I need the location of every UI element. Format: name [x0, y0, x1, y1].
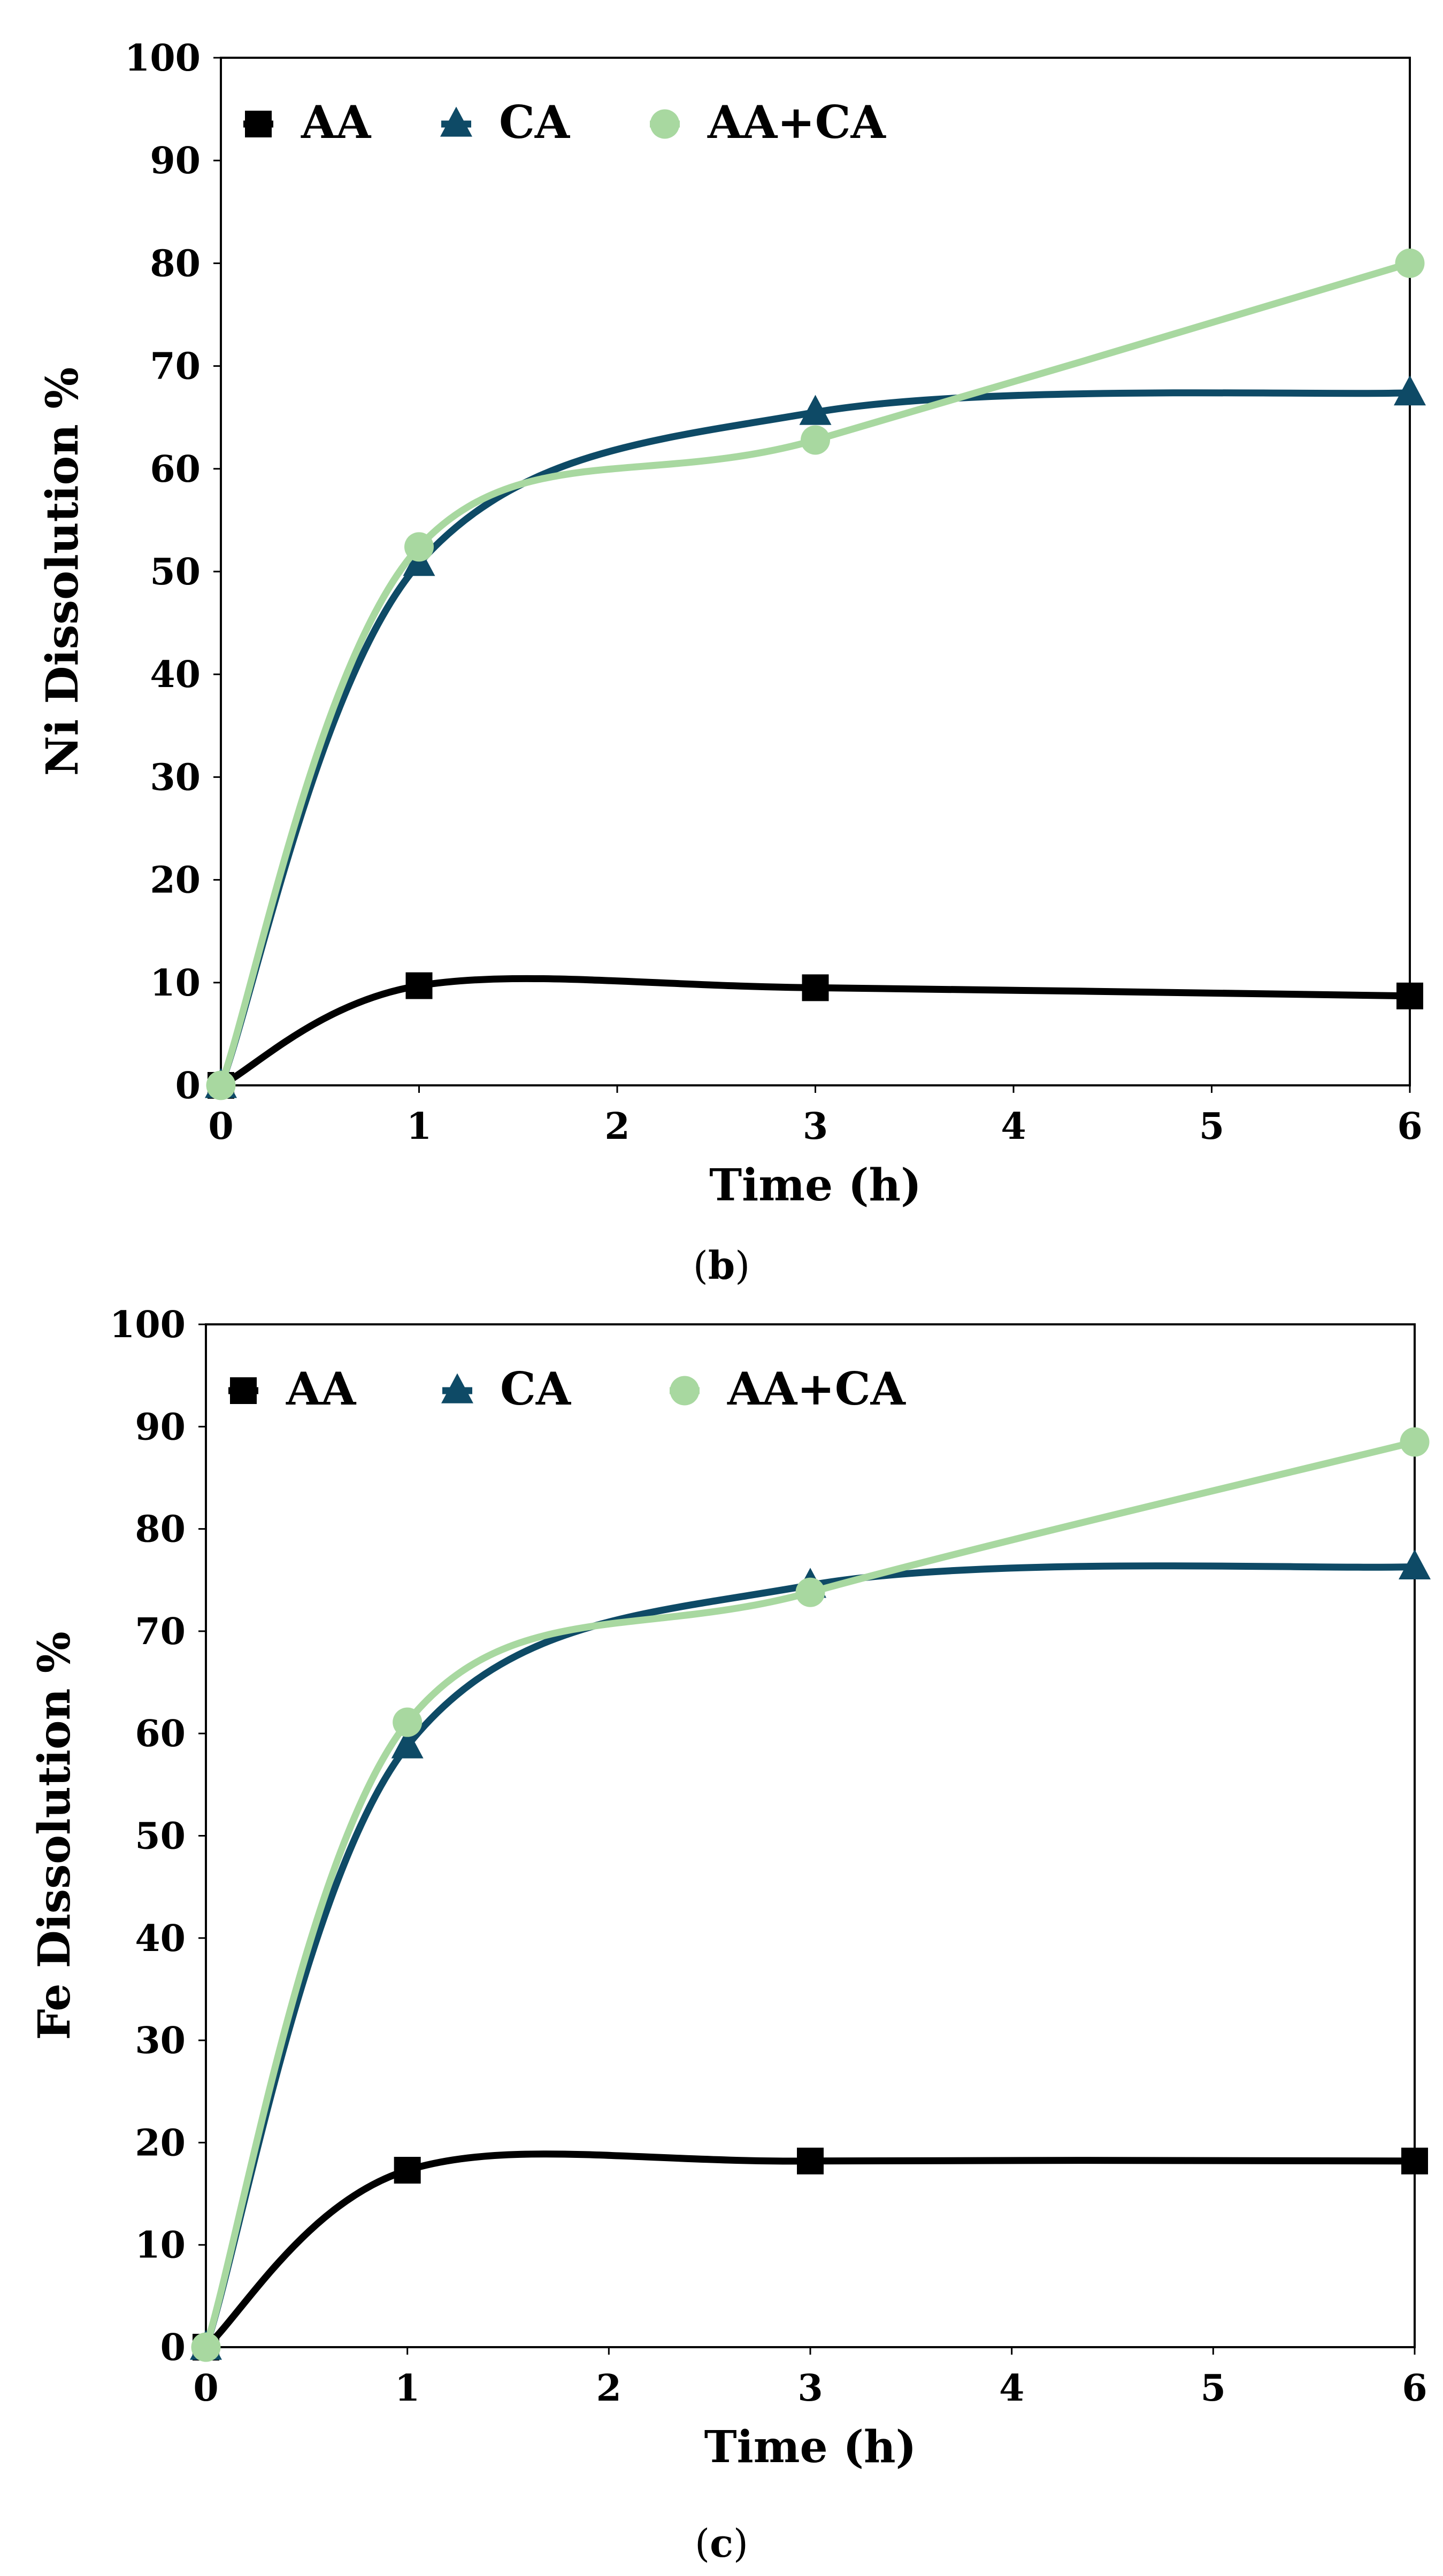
plot-frame — [205, 1323, 1416, 2348]
y-tick-label: 50 — [150, 551, 201, 593]
legend-label: CA — [499, 96, 571, 149]
series-aa — [208, 972, 1423, 1099]
legend-marker — [230, 1377, 257, 1404]
series-ca — [190, 1549, 1431, 2360]
legend-item-ca: CA — [441, 1362, 572, 1415]
y-tick-label: 70 — [150, 345, 201, 388]
x-tick-label: 4 — [1001, 1105, 1026, 1148]
y-tick-label: 0 — [160, 2326, 186, 2369]
panel-caption: (c) — [695, 2520, 748, 2566]
series-line — [202, 2150, 1418, 2351]
data-point — [797, 2147, 824, 2174]
legend-marker — [670, 1376, 700, 1406]
y-tick-label: 100 — [110, 1304, 186, 1346]
x-tick-label: 2 — [596, 2367, 621, 2410]
y-tick-label: 50 — [135, 1815, 186, 1858]
x-axis-title: Time (h) — [709, 1160, 922, 1211]
data-point — [191, 2332, 221, 2362]
y-tick-label: 20 — [135, 2122, 186, 2164]
y-tick-label: 30 — [135, 2019, 186, 2062]
y-tick-label: 30 — [150, 756, 201, 799]
y-tick-label: 40 — [150, 653, 201, 696]
data-point — [404, 532, 434, 562]
x-tick-label: 5 — [1199, 1105, 1224, 1148]
data-point — [799, 395, 832, 425]
series-aa — [193, 2147, 1428, 2361]
legend-marker — [650, 109, 680, 139]
data-point — [1394, 375, 1426, 406]
caption-open-paren: ( — [693, 1243, 708, 1288]
y-tick-label: 100 — [125, 37, 201, 80]
legend-label: AA+CA — [707, 96, 887, 149]
x-tick-label: 6 — [1397, 1105, 1422, 1148]
y-tick-label: 10 — [135, 2224, 186, 2267]
legend-label: AA — [286, 1362, 357, 1415]
data-point — [394, 2157, 421, 2184]
legend-item-aa-plus-ca: AA+CA — [650, 96, 887, 149]
legend-item-aa: AA — [243, 96, 372, 149]
y-axis-title: Fe Dissolution % — [29, 1631, 80, 2040]
x-tick-label: 2 — [604, 1105, 630, 1148]
y-axis-title: Ni Dissolution % — [37, 367, 88, 776]
y-tick-label: 20 — [150, 859, 201, 902]
y-tick-label: 0 — [175, 1065, 201, 1107]
y-tick-label: 40 — [135, 1917, 186, 1960]
legend-label: AA — [301, 96, 372, 149]
data-point — [802, 974, 829, 1001]
caption-letter: c — [710, 2520, 733, 2566]
x-tick-label: 3 — [797, 2367, 823, 2410]
series-aa-plus-ca — [191, 1427, 1430, 2362]
y-tick-label: 90 — [135, 1406, 186, 1448]
data-point — [391, 1728, 424, 1759]
y-tick-label: 70 — [135, 1610, 186, 1653]
legend-label: CA — [500, 1362, 572, 1415]
legend-marker — [440, 106, 472, 137]
legend-label: AA+CA — [727, 1362, 907, 1415]
legend-item-aa: AA — [228, 1362, 357, 1415]
x-tick-label: 5 — [1201, 2367, 1226, 2410]
series-line — [217, 259, 1414, 1089]
legend-item-aa-plus-ca: AA+CA — [670, 1362, 907, 1415]
x-tick-label: 1 — [395, 2367, 420, 2410]
y-tick-label: 60 — [135, 1713, 186, 1755]
x-tick-label: 0 — [208, 1105, 233, 1148]
data-point — [1401, 2147, 1428, 2174]
series-line — [202, 1438, 1418, 2351]
caption-open-paren: ( — [695, 2521, 710, 2566]
data-point — [795, 1577, 825, 1607]
y-tick-label: 10 — [150, 962, 201, 1005]
series-aa-plus-ca — [206, 248, 1425, 1100]
x-tick-label: 1 — [406, 1105, 432, 1148]
data-point — [1395, 248, 1425, 278]
caption-close-paren: ) — [733, 2521, 748, 2566]
data-point — [1400, 1427, 1430, 1457]
x-tick-label: 0 — [193, 2367, 218, 2410]
y-tick-label: 60 — [150, 448, 201, 491]
data-point — [1396, 982, 1423, 1009]
x-tick-label: 4 — [999, 2367, 1024, 2410]
x-tick-label: 3 — [803, 1105, 828, 1148]
chart-panel-b: 0 10 20 30 40 50 60 70 80 90 100 0 1 2 3 4 5 6 Time (h) Ni … — [37, 37, 1426, 1211]
x-tick-label: 6 — [1402, 2367, 1427, 2410]
data-point — [801, 425, 830, 455]
y-tick-label: 80 — [150, 242, 201, 285]
y-tick-label: 80 — [135, 1508, 186, 1551]
chart-panel-c: 0 10 20 30 40 50 60 70 80 90 100 0 1 2 3 4 5 6 Time (h) Fe … — [29, 1304, 1431, 2473]
panel-caption: (b) — [693, 1243, 750, 1288]
data-point — [405, 972, 433, 999]
data-point — [1399, 1549, 1431, 1580]
series-line — [202, 1562, 1418, 2351]
series-line — [217, 975, 1414, 1089]
legend-item-ca: CA — [440, 96, 571, 149]
x-axis-title: Time (h) — [704, 2421, 917, 2473]
legend-marker — [441, 1373, 473, 1403]
data-point — [393, 1707, 423, 1737]
y-tick-label: 90 — [150, 140, 201, 182]
caption-letter: b — [708, 1243, 735, 1288]
data-point — [206, 1070, 236, 1100]
caption-close-paren: ) — [735, 1243, 750, 1288]
legend-marker — [245, 111, 272, 137]
